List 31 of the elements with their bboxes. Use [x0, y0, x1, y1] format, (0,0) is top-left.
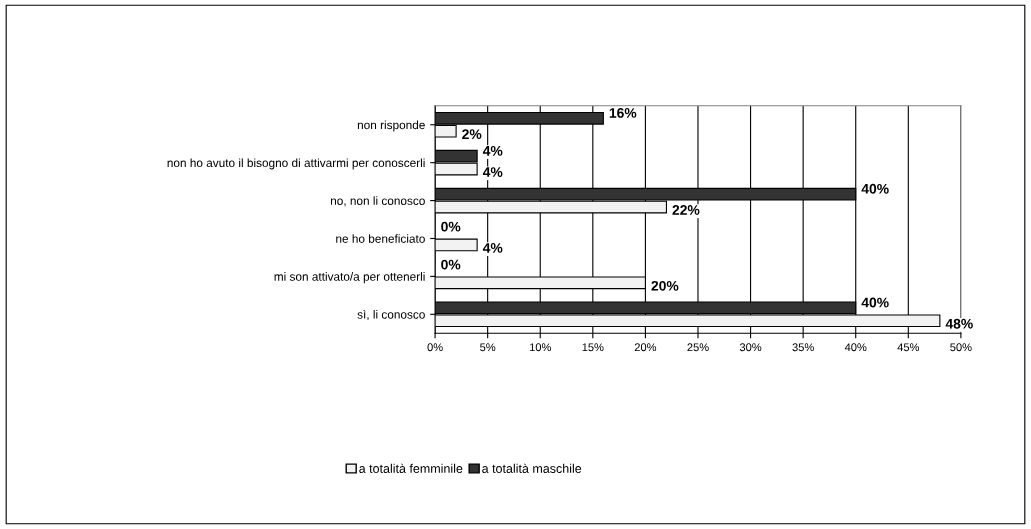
y-tick-label: no, non li conosco [330, 196, 425, 207]
data-label: 0% [441, 259, 461, 270]
x-tick-label: 50% [950, 343, 972, 352]
data-label: 40% [861, 183, 889, 194]
x-tick-label: 25% [687, 343, 709, 352]
data-label: 2% [462, 129, 482, 140]
x-tick-label: 30% [739, 343, 762, 352]
x-tick-label: 10% [529, 343, 551, 352]
legend-label: a totalità femminile [359, 463, 463, 473]
legend-label: a totalità maschile [482, 463, 582, 473]
data-label: 40% [861, 297, 889, 308]
data-label: 48% [945, 318, 973, 329]
data-label: 4% [482, 167, 503, 177]
data-label: 4% [482, 145, 503, 156]
data-label: 20% [651, 280, 679, 291]
x-tick-label: 45% [897, 343, 920, 352]
x-tick-label: 35% [792, 343, 814, 352]
x-tick-label: 0% [427, 343, 443, 352]
x-tick-label: 15% [582, 343, 604, 352]
x-tick-label: 40% [844, 343, 867, 352]
y-tick-label: sì, li conosco [357, 309, 425, 321]
x-tick-label: 5% [480, 343, 496, 352]
y-tick-label: non risponde [357, 120, 425, 132]
y-tick-label: non ho avuto il bisogno di attivarmi per conoscerli [167, 158, 425, 170]
y-tick-label: mi son attivato/a per ottenerli [274, 272, 425, 284]
data-label: 0% [441, 221, 461, 232]
x-tick-label: 20% [634, 343, 657, 352]
data-label: 16% [609, 108, 637, 118]
data-label: 4% [482, 243, 503, 253]
data-label: 22% [672, 205, 700, 215]
y-tick-label: ne ho beneficiato [336, 234, 425, 243]
